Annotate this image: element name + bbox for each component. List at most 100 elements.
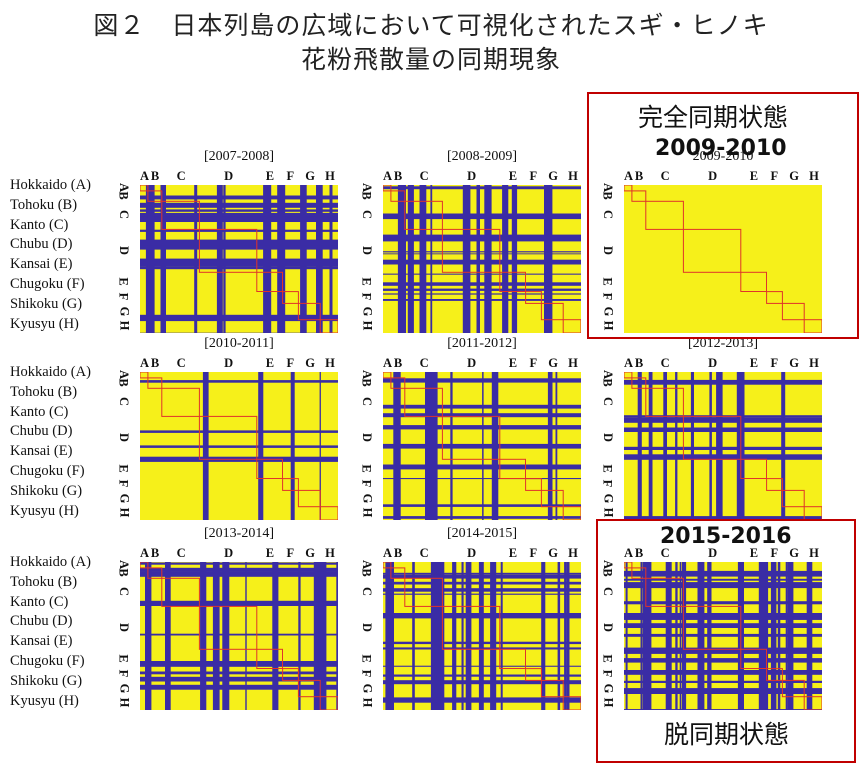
region-label: Tohoku (B)	[10, 383, 78, 400]
desync-column-band	[679, 562, 682, 710]
desync-row-band	[383, 282, 581, 286]
desync-column-band	[491, 372, 499, 520]
region-block-outline	[781, 679, 805, 698]
desync-column-band	[165, 562, 171, 710]
desync-row-band	[624, 380, 822, 384]
column-tick-label: E	[749, 546, 759, 560]
desync-row-band	[624, 649, 822, 654]
column-tick-label: C	[176, 546, 186, 560]
desync-row-band	[383, 641, 581, 645]
region-block-outline	[645, 387, 684, 417]
desync-column-band	[486, 185, 492, 333]
row-tick-label: G	[117, 683, 132, 693]
column-tick-label: G	[548, 169, 559, 183]
region-block-outline	[404, 577, 443, 607]
row-tick-label: B	[116, 191, 131, 200]
row-tick-label: H	[601, 507, 616, 518]
region-block-outline	[682, 415, 742, 460]
desync-column-band	[675, 372, 678, 520]
desync-column-band	[665, 562, 672, 710]
column-tick-label: G	[789, 169, 800, 183]
desync-row-band	[624, 586, 822, 589]
column-tick-label: C	[660, 356, 670, 370]
column-tick-label: E	[508, 169, 518, 183]
region-block-outline	[282, 668, 299, 681]
region-label-list: Hokkaido (A) Tohoku (B) Kanto (C) Chubu (D)…	[10, 176, 91, 334]
heatmap-background	[624, 185, 822, 333]
column-tick-label: H	[325, 169, 335, 183]
region-block-outline	[383, 185, 392, 192]
heatmap-panel	[383, 562, 581, 710]
column-tick-label: B	[634, 169, 644, 183]
region-block-outline	[766, 668, 783, 681]
desync-column-band	[492, 562, 497, 710]
desync-row-band	[140, 661, 338, 666]
desync-row-band	[140, 212, 338, 218]
desync-column-band	[425, 372, 430, 520]
desync-column-band	[465, 562, 472, 710]
desync-row-band	[383, 582, 581, 584]
region-block-outline	[147, 567, 163, 579]
region-label: Shikoku (G)	[10, 482, 83, 499]
desync-column-band	[394, 372, 401, 520]
desync-column-band	[420, 185, 427, 333]
desync-row-band	[624, 446, 822, 450]
row-tick-label: G	[360, 306, 375, 316]
desync-row-band	[383, 504, 581, 507]
region-block-outline	[525, 291, 542, 304]
desync-row-band	[624, 688, 822, 694]
row-tick-label: H	[360, 507, 375, 518]
desync-row-band	[140, 568, 338, 572]
figure-title-line-2: 花粉飛散量の同期現象	[300, 45, 561, 74]
region-block-outline	[645, 200, 684, 230]
region-label: Hokkaido (A)	[10, 364, 91, 380]
desync-column-band	[277, 185, 279, 333]
desync-row-band	[140, 684, 338, 690]
column-tick-label: D	[467, 169, 477, 183]
desync-row-band	[624, 709, 822, 710]
desync-row-band	[624, 658, 822, 663]
row-tick-label: G	[601, 493, 616, 503]
region-block-outline	[499, 648, 527, 670]
region-block-outline	[631, 190, 647, 202]
region-block-outline	[540, 302, 564, 321]
desync-column-band	[770, 562, 777, 710]
desync-column-band	[272, 562, 279, 710]
desync-row-band	[624, 601, 822, 605]
desync-column-band	[317, 562, 324, 710]
desync-column-band	[222, 562, 230, 710]
region-block-outline	[256, 458, 284, 480]
column-tick-label: B	[150, 356, 160, 370]
desync-row-band	[383, 236, 581, 242]
desync-column-band	[736, 372, 743, 520]
row-tick-label: F	[359, 293, 374, 301]
desync-row-band	[140, 266, 338, 270]
desync-column-band	[637, 372, 642, 520]
desync-column-band	[407, 185, 414, 333]
region-label: Shikoku (G)	[10, 672, 83, 689]
desync-row-band	[624, 570, 822, 576]
region-block-outline	[631, 567, 647, 579]
region-block-outline	[441, 605, 501, 650]
column-tick-label: H	[809, 546, 819, 560]
region-block-outline	[390, 190, 406, 202]
column-tick-label: C	[660, 169, 670, 183]
row-tick-label: C	[117, 210, 132, 220]
desync-column-band	[549, 185, 553, 333]
column-tick-label: H	[568, 546, 578, 560]
desync-row-band	[383, 288, 581, 291]
desync-row-band	[383, 478, 581, 480]
desync-row-band	[383, 516, 581, 519]
desync-column-band	[385, 562, 391, 710]
desync-column-band	[461, 562, 464, 710]
row-tick-label: B	[359, 191, 374, 200]
region-label: Chugoku (F)	[10, 652, 85, 669]
desync-row-band	[140, 242, 338, 247]
column-tick-label: E	[508, 546, 518, 560]
region-block-outline	[499, 458, 527, 480]
region-label: Shikoku (G)	[10, 295, 83, 312]
region-block-outline	[624, 185, 633, 192]
region-label: Kanto (C)	[10, 216, 69, 233]
row-tick-label: E	[359, 654, 374, 663]
desync-column-band	[478, 562, 484, 710]
